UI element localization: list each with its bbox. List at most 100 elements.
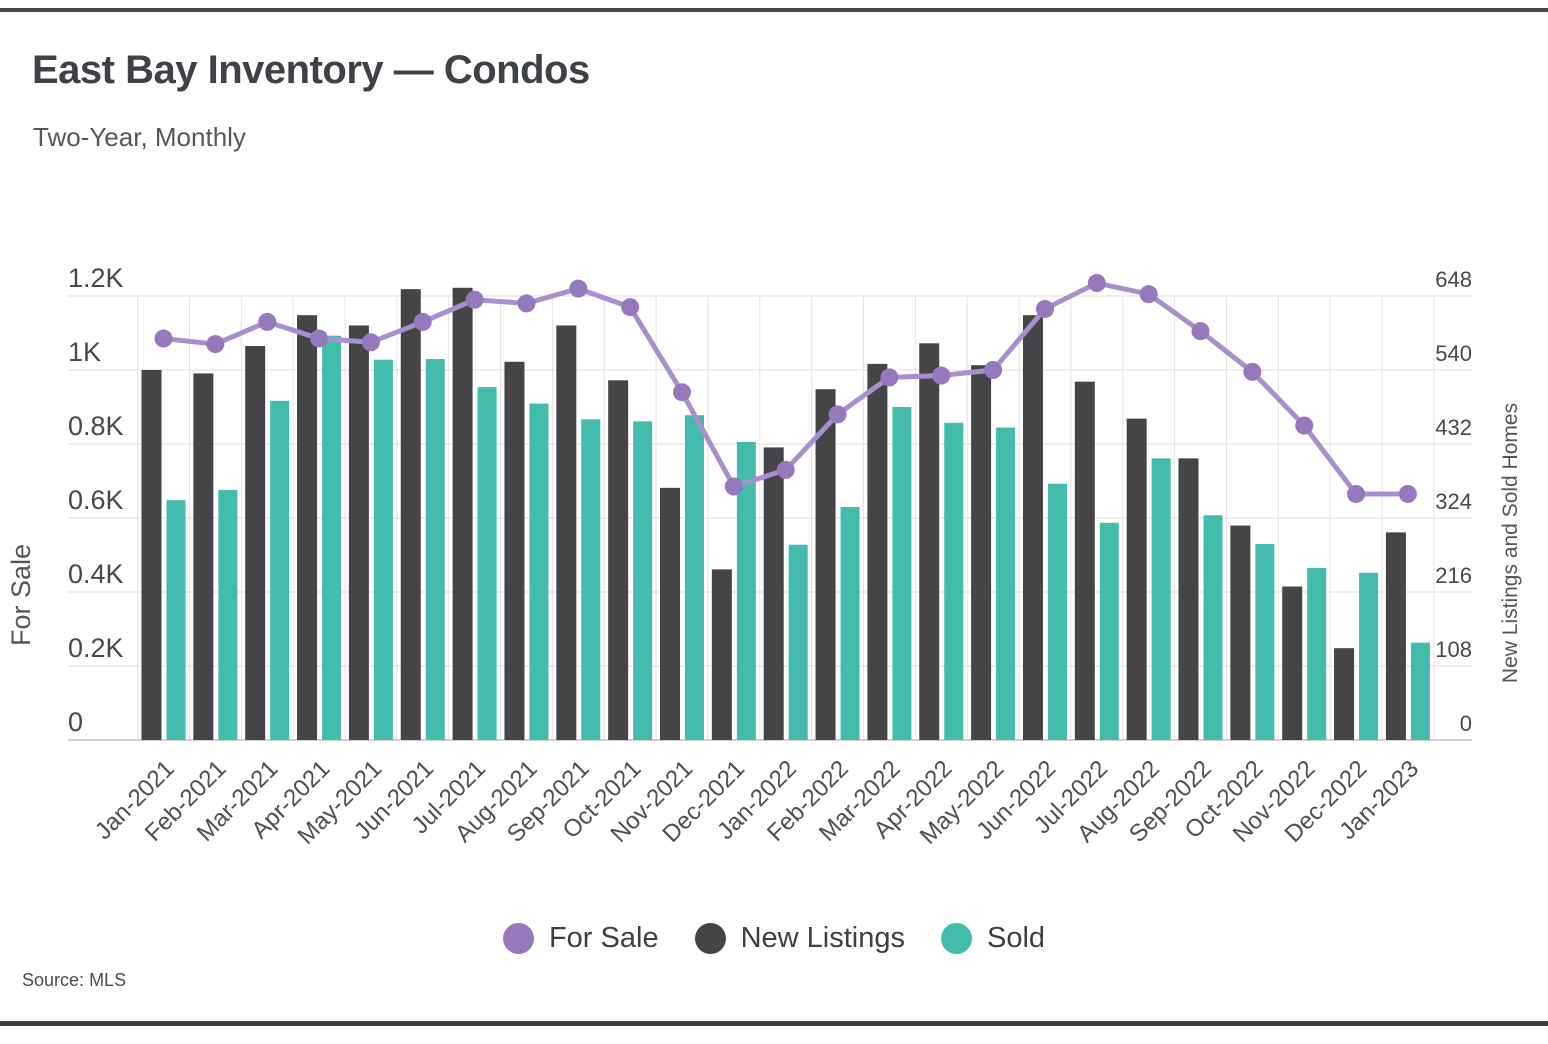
bar-sold bbox=[270, 400, 290, 740]
bar-sold bbox=[218, 489, 238, 740]
point-for-sale bbox=[258, 312, 277, 331]
bar-new-listings bbox=[1126, 418, 1147, 740]
point-for-sale bbox=[1035, 299, 1054, 318]
bar-new-listings bbox=[556, 325, 577, 740]
point-for-sale bbox=[413, 312, 432, 331]
point-for-sale bbox=[984, 361, 1003, 379]
bar-sold bbox=[1099, 522, 1119, 740]
bar-sold bbox=[1151, 458, 1171, 740]
source-label: Source: bbox=[22, 970, 85, 990]
bar-sold bbox=[529, 403, 549, 740]
bar-sold bbox=[736, 441, 756, 740]
y-tick-label-right: 324 bbox=[1435, 489, 1472, 514]
bar-sold bbox=[996, 427, 1016, 740]
chart-subtitle: Two-Year, Monthly bbox=[33, 122, 246, 152]
bar-new-listings bbox=[1282, 586, 1303, 740]
bar-sold bbox=[1255, 544, 1275, 740]
point-for-sale bbox=[828, 405, 847, 424]
point-for-sale bbox=[569, 279, 588, 298]
point-for-sale bbox=[880, 368, 899, 387]
y-tick-label-left: 0.6K bbox=[68, 485, 124, 515]
sold-swatch-icon bbox=[940, 923, 972, 954]
point-for-sale bbox=[206, 335, 225, 354]
bar-sold bbox=[1203, 515, 1223, 740]
y-tick-label-left: 1.2K bbox=[68, 263, 124, 293]
y-tick-label-left: 1K bbox=[68, 337, 101, 367]
bar-sold bbox=[892, 407, 912, 740]
bar-new-listings bbox=[919, 343, 940, 740]
bar-new-listings bbox=[1074, 381, 1095, 740]
bar-sold bbox=[633, 421, 653, 740]
point-for-sale bbox=[1139, 285, 1158, 304]
bar-new-listings bbox=[660, 487, 680, 740]
bar-new-listings bbox=[1334, 648, 1355, 740]
legend-item-for-sale[interactable]: For Sale bbox=[502, 922, 659, 955]
point-for-sale bbox=[154, 329, 173, 348]
point-for-sale bbox=[724, 477, 743, 496]
bar-new-listings bbox=[504, 361, 525, 740]
bar-new-listings bbox=[815, 389, 836, 740]
bar-new-listings bbox=[193, 373, 214, 740]
y-tick-label-left: 0.2K bbox=[68, 633, 124, 663]
y-tick-label-left: 0.4K bbox=[68, 559, 124, 589]
point-for-sale bbox=[673, 383, 691, 402]
point-for-sale bbox=[465, 290, 484, 309]
bar-sold bbox=[425, 359, 445, 740]
y-tick-label-left: 0 bbox=[68, 707, 83, 737]
source-note: Source: MLS bbox=[22, 970, 126, 991]
bar-sold bbox=[1307, 568, 1327, 740]
bar-sold bbox=[1410, 642, 1430, 740]
bar-sold bbox=[581, 419, 601, 740]
bar-new-listings bbox=[867, 363, 888, 740]
y-tick-label-right: 108 bbox=[1435, 637, 1472, 662]
bar-new-listings bbox=[400, 289, 421, 740]
top-border-rule bbox=[0, 8, 1548, 12]
point-for-sale bbox=[1087, 274, 1106, 293]
point-for-sale bbox=[310, 329, 329, 348]
bar-sold bbox=[788, 544, 808, 740]
bottom-border-rule bbox=[0, 1021, 1548, 1026]
bar-new-listings bbox=[245, 346, 266, 740]
bar-new-listings bbox=[1022, 315, 1043, 740]
bar-sold bbox=[685, 415, 704, 740]
bar-new-listings bbox=[1385, 532, 1406, 740]
point-for-sale bbox=[1398, 484, 1417, 503]
bar-sold bbox=[840, 507, 860, 740]
legend: For Sale New Listings Sold bbox=[0, 922, 1548, 955]
source-value: MLS bbox=[89, 970, 127, 990]
bar-sold bbox=[1047, 483, 1067, 740]
bar-sold bbox=[1359, 572, 1379, 740]
bar-new-listings bbox=[141, 370, 162, 740]
point-for-sale bbox=[361, 333, 380, 352]
y-axis-title-right: New Listings and Sold Homes bbox=[1499, 403, 1522, 683]
legend-label: For Sale bbox=[548, 922, 659, 954]
y-tick-label-right: 216 bbox=[1435, 563, 1472, 588]
bar-sold bbox=[166, 500, 186, 740]
y-axis-title-left: For Sale bbox=[6, 544, 36, 646]
bar-sold bbox=[322, 335, 342, 740]
point-for-sale bbox=[1191, 322, 1210, 341]
bar-sold bbox=[477, 387, 497, 740]
legend-label: New Listings bbox=[740, 922, 905, 954]
point-for-sale bbox=[1347, 484, 1366, 503]
y-tick-label-right: 432 bbox=[1435, 415, 1472, 440]
bar-new-listings bbox=[711, 569, 732, 740]
chart-title: East Bay Inventory — Condos bbox=[32, 48, 590, 92]
point-for-sale bbox=[517, 294, 536, 313]
bar-new-listings bbox=[1230, 525, 1251, 740]
legend-item-sold[interactable]: Sold bbox=[940, 922, 1045, 955]
bar-new-listings bbox=[1178, 458, 1199, 740]
new-listings-swatch-icon bbox=[694, 923, 726, 954]
y-tick-label-left: 0.8K bbox=[68, 411, 124, 441]
bar-new-listings bbox=[763, 447, 784, 740]
point-for-sale bbox=[932, 366, 951, 385]
bar-new-listings bbox=[297, 315, 318, 740]
point-for-sale bbox=[1295, 416, 1314, 435]
point-for-sale bbox=[1243, 362, 1262, 381]
bar-new-listings bbox=[452, 287, 473, 740]
legend-item-new-listings[interactable]: New Listings bbox=[694, 922, 905, 955]
bar-sold bbox=[373, 359, 393, 740]
